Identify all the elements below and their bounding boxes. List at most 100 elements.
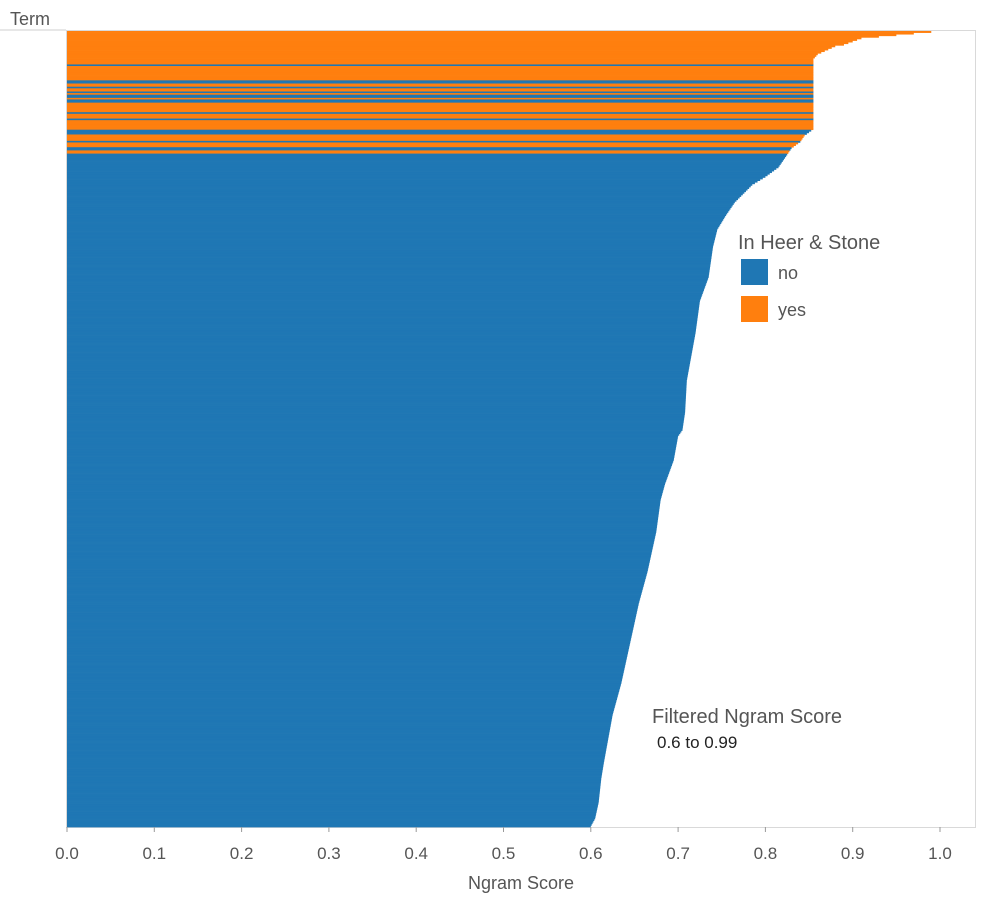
bar-term-no bbox=[67, 411, 686, 414]
bar-term-no bbox=[67, 263, 711, 266]
bar-term-no bbox=[67, 605, 639, 608]
bar-term-no bbox=[67, 303, 700, 306]
bar-term-no bbox=[67, 287, 705, 290]
bar-term-no bbox=[67, 373, 688, 376]
bar-term-no bbox=[67, 317, 698, 320]
bar-term-no bbox=[67, 758, 605, 761]
bar-term-no bbox=[67, 231, 717, 234]
bar-term-no bbox=[67, 530, 657, 533]
bar-term-no bbox=[67, 682, 622, 685]
bar-term-no bbox=[67, 350, 693, 353]
bar-term-no bbox=[67, 298, 701, 301]
bar-term-no bbox=[67, 648, 629, 651]
bar-term-yes bbox=[67, 150, 790, 153]
bar-term-no bbox=[67, 696, 618, 699]
bar-term-no bbox=[67, 782, 601, 785]
bar-term-no bbox=[67, 153, 788, 156]
bar-term-no bbox=[67, 647, 630, 650]
bar-term-no bbox=[67, 500, 661, 503]
bar-term-no bbox=[67, 526, 657, 529]
bar-term-no bbox=[67, 118, 814, 121]
bar-term-yes bbox=[67, 120, 814, 123]
bar-term-no bbox=[67, 172, 770, 175]
bar-term-no bbox=[67, 529, 657, 532]
legend-swatch-yes bbox=[741, 296, 768, 322]
bar-term-no bbox=[67, 440, 678, 443]
bar-term-no bbox=[67, 374, 688, 377]
bar-term-no bbox=[67, 167, 777, 170]
bar-term-no bbox=[67, 645, 630, 648]
bar-term-no bbox=[67, 741, 608, 743]
bar-term-no bbox=[67, 236, 716, 239]
bar-term-no bbox=[67, 247, 713, 250]
bar-term-no bbox=[67, 817, 596, 820]
bar-term-no bbox=[67, 140, 801, 143]
bar-term-no bbox=[67, 669, 625, 672]
bar-term-no bbox=[67, 806, 598, 809]
bar-term-no bbox=[67, 398, 686, 401]
bar-term-no bbox=[67, 131, 810, 134]
bar-term-no bbox=[67, 538, 655, 541]
bar-term-no bbox=[67, 670, 624, 673]
bar-term-no bbox=[67, 204, 733, 207]
bar-term-no bbox=[67, 358, 691, 361]
bar-term-yes bbox=[67, 142, 799, 145]
bar-term-no bbox=[67, 745, 607, 748]
bar-term-no bbox=[67, 260, 711, 263]
bar-term-yes bbox=[67, 56, 815, 59]
bar-term-no bbox=[67, 742, 608, 745]
bar-term-no bbox=[67, 620, 635, 622]
bar-term-no bbox=[67, 704, 616, 707]
bar-term-no bbox=[67, 706, 615, 708]
bar-term-no bbox=[67, 534, 656, 537]
bar-term-no bbox=[67, 589, 643, 592]
bar-term-no bbox=[67, 543, 654, 546]
bar-term-no bbox=[67, 325, 697, 328]
bar-term-no bbox=[67, 180, 758, 183]
bar-term-no bbox=[67, 161, 782, 164]
bar-term-no bbox=[67, 444, 677, 447]
bar-term-no bbox=[67, 417, 685, 420]
bar-term-yes bbox=[67, 48, 829, 51]
bar-term-no bbox=[67, 429, 683, 431]
term-axis-label: Term bbox=[10, 9, 50, 29]
bar-term-yes bbox=[67, 38, 858, 41]
x-tick-label: 0.0 bbox=[55, 844, 79, 863]
bar-term-no bbox=[67, 376, 688, 379]
bar-term-no bbox=[67, 226, 719, 229]
bar-term-no bbox=[67, 386, 687, 388]
bar-term-no bbox=[67, 370, 689, 373]
bar-term-no bbox=[67, 787, 601, 790]
x-tick-label: 0.5 bbox=[492, 844, 516, 863]
bar-term-no bbox=[67, 81, 814, 84]
bar-term-no bbox=[67, 825, 591, 828]
bar-term-no bbox=[67, 715, 613, 718]
bar-term-no bbox=[67, 793, 600, 796]
bar-term-yes bbox=[67, 37, 862, 40]
bar-term-no bbox=[67, 436, 678, 439]
bar-term-no bbox=[67, 548, 653, 551]
bar-term-no bbox=[67, 471, 670, 474]
bar-term-yes bbox=[67, 32, 914, 35]
bar-term-no bbox=[67, 592, 642, 595]
filter-annotation: Filtered Ngram Score 0.6 to 0.99 bbox=[652, 706, 842, 752]
legend-title: In Heer & Stone bbox=[738, 232, 880, 254]
bar-term-no bbox=[67, 655, 628, 658]
bar-term-no bbox=[67, 293, 703, 296]
bar-term-yes bbox=[67, 50, 825, 53]
bar-term-no bbox=[67, 784, 601, 786]
bar-term-no bbox=[67, 562, 650, 565]
x-tick-label: 1.0 bbox=[928, 844, 952, 863]
bar-term-no bbox=[67, 577, 646, 579]
bar-term-yes bbox=[67, 53, 818, 56]
bar-term-no bbox=[67, 626, 634, 629]
bar-term-no bbox=[67, 575, 647, 578]
bar-term-no bbox=[67, 225, 720, 228]
bar-term-yes bbox=[67, 116, 814, 119]
bar-term-no bbox=[67, 744, 608, 747]
bar-term-no bbox=[67, 242, 714, 245]
bar-term-no bbox=[67, 330, 696, 333]
bar-term-no bbox=[67, 612, 637, 615]
bar-term-no bbox=[67, 519, 658, 522]
bar-term-no bbox=[67, 672, 624, 675]
